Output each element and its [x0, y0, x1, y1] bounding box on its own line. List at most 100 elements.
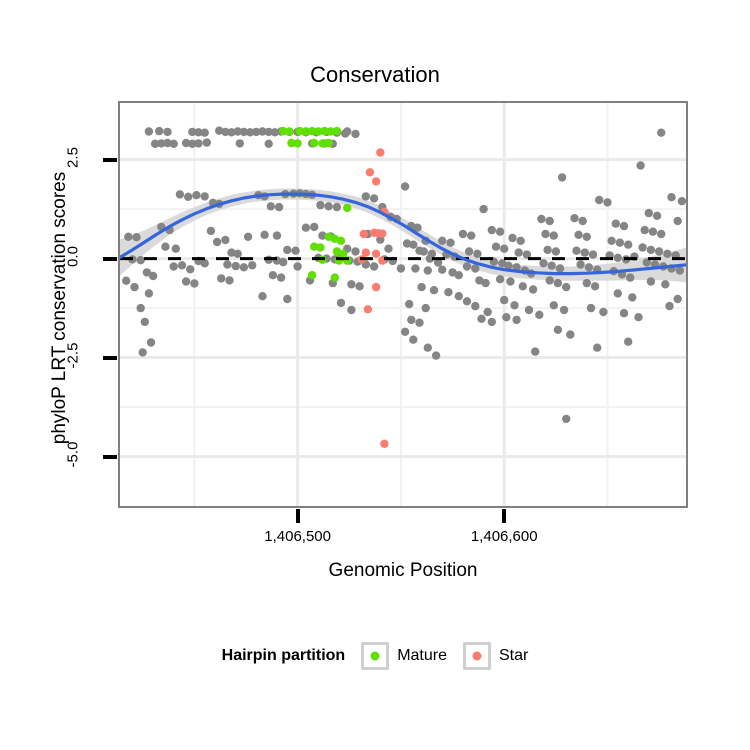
data-point	[227, 128, 236, 137]
data-point	[537, 214, 546, 224]
data-point	[495, 275, 505, 284]
legend-dot-icon	[370, 651, 380, 661]
data-point	[423, 343, 432, 352]
data-point	[239, 263, 249, 272]
data-point	[657, 128, 666, 137]
data-point	[369, 194, 379, 203]
data-point	[136, 303, 145, 313]
data-point	[341, 129, 350, 138]
data-point	[495, 227, 505, 236]
data-point	[535, 310, 544, 319]
data-point	[336, 236, 346, 245]
data-point	[202, 138, 211, 147]
data-point	[330, 273, 339, 282]
data-point	[444, 288, 453, 297]
data-point	[369, 262, 379, 271]
data-point	[175, 190, 185, 199]
data-point	[338, 249, 348, 258]
data-point	[200, 128, 209, 137]
data-point	[378, 229, 387, 238]
data-point	[233, 249, 242, 258]
data-point	[481, 278, 490, 288]
data-point	[332, 202, 342, 212]
data-point	[130, 282, 139, 292]
data-point	[673, 294, 682, 304]
data-point	[144, 127, 154, 136]
data-point	[212, 237, 222, 247]
data-point	[177, 261, 187, 270]
data-point	[438, 236, 447, 245]
series-star	[357, 148, 389, 448]
loess-trend-line	[120, 192, 686, 276]
data-point	[624, 240, 633, 249]
data-point	[223, 260, 232, 269]
data-point	[144, 289, 154, 298]
data-point	[293, 139, 302, 148]
data-point	[301, 127, 311, 136]
data-point	[675, 266, 684, 275]
x-axis-label: Genomic Position	[328, 560, 478, 581]
data-point	[361, 248, 370, 257]
data-point	[190, 279, 199, 288]
data-point	[314, 127, 323, 136]
y-tick-label: 0.0	[64, 245, 82, 267]
data-point	[217, 274, 226, 283]
data-point	[626, 273, 635, 282]
legend-entries: Mature Star	[345, 642, 528, 670]
data-point	[363, 305, 373, 314]
legend-key-mature[interactable]	[361, 642, 390, 670]
data-point	[541, 229, 550, 239]
y-tick-label: -5.0	[64, 441, 82, 467]
data-point	[648, 227, 658, 236]
data-point	[543, 245, 552, 255]
data-point	[186, 265, 195, 274]
legend-key-star[interactable]	[463, 642, 491, 670]
data-point	[301, 223, 311, 232]
data-point	[343, 203, 352, 213]
data-point	[549, 231, 558, 240]
data-point	[276, 273, 286, 282]
data-point	[491, 242, 501, 251]
data-point	[239, 127, 249, 137]
chart-title: Conservation	[310, 62, 440, 87]
data-point	[458, 229, 468, 239]
data-point	[500, 244, 509, 253]
data-point	[365, 168, 375, 177]
data-point	[295, 126, 304, 136]
data-point	[310, 222, 319, 232]
data-point	[371, 177, 381, 186]
data-point	[148, 271, 158, 281]
data-point	[270, 128, 280, 137]
data-point	[615, 238, 625, 247]
data-point	[504, 261, 513, 270]
data-point	[473, 249, 482, 258]
data-point	[310, 138, 319, 148]
data-point	[454, 292, 463, 301]
data-point	[613, 253, 622, 262]
data-point	[588, 250, 598, 259]
data-point	[260, 230, 269, 239]
data-point	[200, 192, 209, 201]
data-point	[471, 264, 480, 273]
data-point	[184, 192, 193, 201]
data-point	[320, 126, 329, 136]
data-point	[359, 229, 368, 239]
data-point	[595, 195, 604, 205]
data-point	[371, 282, 381, 292]
data-point	[423, 266, 432, 275]
data-point	[279, 126, 288, 136]
data-point	[593, 343, 602, 352]
y-tick-label: -2.5	[64, 342, 82, 368]
data-point	[646, 277, 656, 286]
data-point	[266, 202, 275, 211]
x-tick-label: 1,406,500	[264, 528, 331, 545]
legend-dot-icon	[472, 651, 482, 661]
data-point	[628, 293, 637, 302]
data-point	[355, 282, 364, 291]
data-point	[324, 202, 333, 211]
data-point	[508, 233, 517, 243]
data-point	[225, 276, 234, 285]
data-point	[576, 260, 585, 269]
data-point	[409, 335, 418, 344]
data-point	[582, 278, 591, 288]
